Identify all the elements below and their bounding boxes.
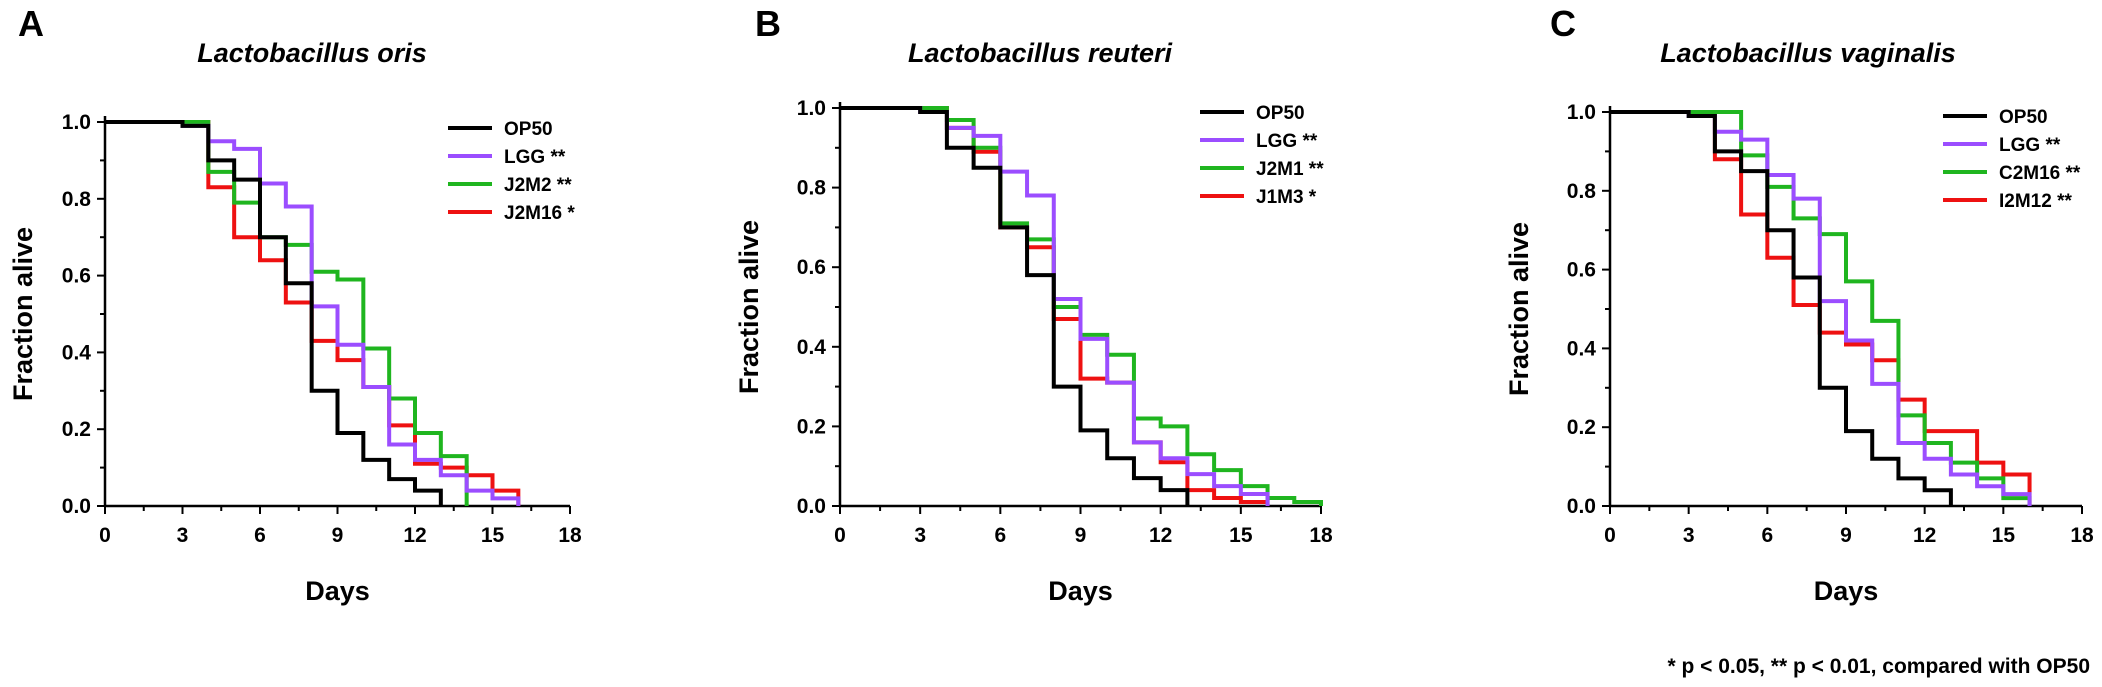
y-axis-label: Fraction alive [8,227,38,401]
legend-label: J2M16 * [504,203,575,224]
x-tick-label: 9 [332,524,344,547]
x-tick-label: 15 [1229,524,1253,547]
x-tick-label: 9 [1840,524,1852,547]
x-axis-label: Days [305,576,370,606]
legend-label: I2M12 ** [1999,191,2072,212]
x-tick-label: 6 [994,524,1006,547]
panel-letter: A [18,3,44,44]
series-line-lgg [1610,110,2032,506]
y-axis-label: Fraction alive [1504,222,1534,396]
legend-label: C2M16 ** [1999,163,2081,184]
x-tick-label: 18 [1309,524,1333,547]
y-tick-label: 0.0 [797,495,826,518]
series-line-lgg [105,120,521,506]
series-line-op50 [1610,110,1953,506]
x-tick-label: 15 [481,524,505,547]
series-line-op50 [105,120,443,506]
legend-label: LGG ** [504,147,566,168]
legend-label: LGG ** [1999,135,2061,156]
panel-a: A Lactobacillus oris 0 3 6 9 12 15 18 0.0 0.2 0.4 0.… [8,3,582,606]
panel-letter: B [755,3,781,44]
chart-title: Lactobacillus reuteri [908,38,1173,68]
y-tick-label: 0.6 [1567,259,1596,282]
y-tick-label: 0.6 [797,256,826,279]
legend-label: J1M3 * [1256,187,1317,208]
x-tick-label: 0 [834,524,846,547]
y-tick-label: 0.2 [797,415,826,438]
x-tick-label: 12 [1149,524,1172,547]
x-tick-label: 0 [1604,524,1616,547]
panel-c: C Lactobacillus vaginalis 0 3 6 9 12 15 18 0.0 0.2… [1504,3,2094,606]
x-tick-label: 6 [254,524,266,547]
legend-label: OP50 [1256,103,1305,124]
y-tick-label: 0.4 [797,336,827,359]
y-tick-label: 0.4 [62,341,92,364]
y-tick-label: 1.0 [62,111,91,134]
y-tick-label: 0.2 [62,418,91,441]
x-tick-label: 18 [558,524,582,547]
y-tick-label: 0.4 [1567,337,1597,360]
y-tick-label: 0.8 [1567,180,1597,203]
x-tick-label: 18 [2070,524,2094,547]
series-line-lgg [840,106,1270,506]
x-tick-label: 3 [1683,524,1695,547]
x-tick-label: 3 [914,524,926,547]
y-tick-label: 0.8 [797,177,827,200]
panel-b: B Lactobacillus reuteri 0 3 6 9 12 15 18 0.0 0.2 0.… [734,3,1333,606]
y-tick-label: 0.0 [62,495,91,518]
legend-label: OP50 [504,119,553,140]
x-tick-label: 0 [99,524,111,547]
y-tick-label: 0.6 [62,265,91,288]
x-tick-label: 9 [1075,524,1087,547]
legend: OP50 LGG ** J2M1 ** J1M3 * [1200,103,1324,208]
x-tick-label: 12 [1913,524,1936,547]
y-axis-label: Fraction alive [734,220,764,394]
x-tick-label: 6 [1761,524,1773,547]
x-tick-label: 3 [177,524,189,547]
series-line-op50 [840,106,1190,506]
legend: OP50 LGG ** J2M2 ** J2M16 * [448,119,575,224]
x-tick-label: 12 [403,524,426,547]
x-axis-label: Days [1814,576,1879,606]
y-tick-label: 1.0 [797,97,826,120]
legend-label: LGG ** [1256,131,1318,152]
legend-label: OP50 [1999,107,2048,128]
x-axis-label: Days [1048,576,1113,606]
chart-title: Lactobacillus oris [197,38,427,68]
x-tick-label: 15 [1992,524,2016,547]
series-line-i2m12 [1610,110,2032,506]
series-line-j2m2 [105,120,469,506]
legend-label: J2M1 ** [1256,159,1324,180]
significance-footnote: * p < 0.05, ** p < 0.01, compared with O… [1667,655,2090,678]
y-tick-label: 1.0 [1567,101,1596,124]
legend-label: J2M2 ** [504,175,572,196]
legend: OP50 LGG ** C2M16 ** I2M12 ** [1943,107,2081,212]
y-tick-label: 0.8 [62,188,92,211]
y-tick-label: 0.2 [1567,416,1596,439]
y-tick-label: 0.0 [1567,495,1596,518]
panel-letter: C [1550,3,1576,44]
chart-title: Lactobacillus vaginalis [1660,38,1956,68]
